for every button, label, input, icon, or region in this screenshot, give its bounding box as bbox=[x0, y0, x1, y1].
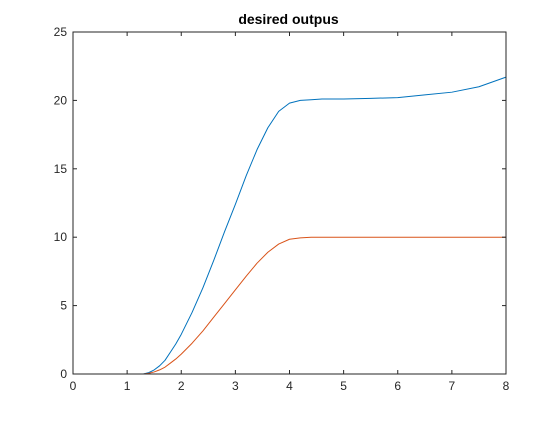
x-tick-label: 2 bbox=[178, 379, 185, 393]
y-tick-label: 10 bbox=[54, 230, 68, 244]
y-tick-label: 20 bbox=[54, 93, 68, 107]
x-tick-label: 6 bbox=[394, 379, 401, 393]
y-tick-label: 5 bbox=[60, 299, 67, 313]
y-tick-label: 15 bbox=[54, 162, 68, 176]
x-tick-label: 8 bbox=[503, 379, 510, 393]
plot-area-frame bbox=[72, 31, 507, 375]
x-axis-ticks: 0 1 2 3 4 5 6 7 8 bbox=[70, 32, 510, 393]
y-tick-label: 0 bbox=[60, 367, 67, 381]
x-tick-label: 7 bbox=[449, 379, 456, 393]
x-tick-label: 1 bbox=[124, 379, 131, 393]
x-tick-label: 3 bbox=[232, 379, 239, 393]
y-axis-ticks: 0 5 10 15 20 25 bbox=[54, 25, 506, 381]
series-line-1 bbox=[73, 76, 507, 375]
x-tick-label: 4 bbox=[286, 379, 293, 393]
series-line-2 bbox=[73, 236, 506, 375]
series-layer bbox=[73, 76, 507, 375]
chart-title: desired outpus bbox=[238, 11, 339, 27]
x-tick-label: 5 bbox=[340, 379, 347, 393]
y-tick-label: 25 bbox=[54, 25, 68, 39]
x-tick-label: 0 bbox=[70, 379, 77, 393]
